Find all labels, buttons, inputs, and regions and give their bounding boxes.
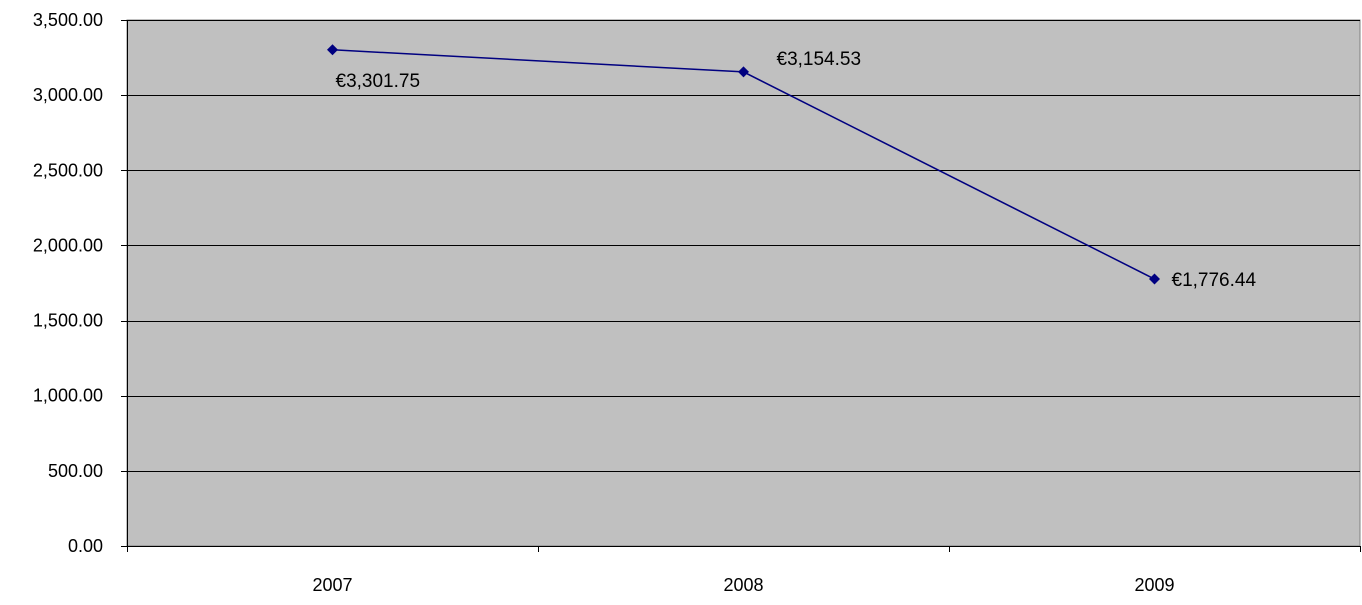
x-tick-label: 2009: [1134, 575, 1174, 595]
data-labels: €3,301.75 €3,154.53 €1,776.44: [336, 49, 1257, 291]
x-axis-tick-labels: 2007 2008 2009: [312, 575, 1174, 595]
axes: [121, 20, 1361, 552]
y-tick-label: 3,000.00: [33, 85, 103, 105]
y-tick-label: 3,500.00: [33, 10, 103, 30]
data-point-marker: [738, 66, 749, 78]
y-tick-label: 0.00: [68, 536, 103, 556]
gridlines: [127, 20, 1360, 472]
y-axis-tick-labels: 0.00 500.00 1,000.00 1,500.00 2,000.00 2,500.…: [33, 10, 103, 556]
x-tick-label: 2008: [723, 575, 763, 595]
y-tick-label: 500.00: [48, 461, 103, 481]
data-point-marker: [327, 44, 338, 56]
y-tick-label: 2,000.00: [33, 235, 103, 255]
x-tick-label: 2007: [312, 575, 352, 595]
series: [327, 44, 1160, 285]
data-label: €1,776.44: [1172, 270, 1257, 291]
y-tick-label: 1,000.00: [33, 386, 103, 406]
y-tick-label: 1,500.00: [33, 311, 103, 331]
data-label: €3,154.53: [777, 49, 862, 70]
y-tick-label: 2,500.00: [33, 160, 103, 180]
data-point-marker: [1149, 273, 1160, 285]
data-label: €3,301.75: [336, 71, 421, 92]
